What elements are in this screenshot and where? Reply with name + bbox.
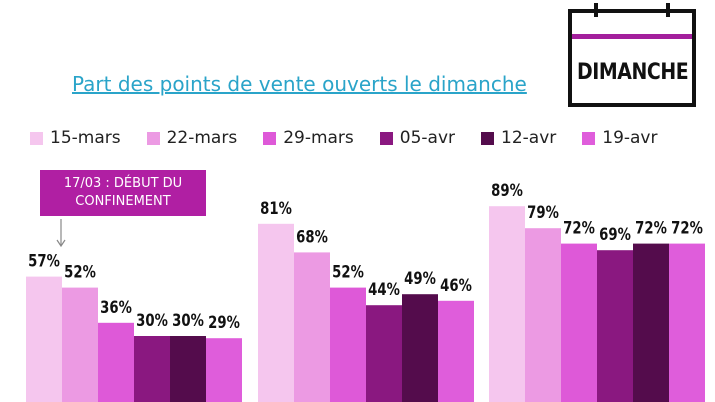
legend-label: 15-mars: [50, 128, 121, 148]
bar: [134, 336, 170, 402]
bar: [170, 336, 206, 402]
legend-item: 12-avr: [481, 128, 556, 148]
bar: [438, 300, 474, 402]
bar-value-label: 29%: [208, 313, 240, 333]
bar-value-label: 44%: [368, 280, 400, 300]
bar-value-label: 30%: [136, 310, 168, 330]
bar: [489, 206, 525, 402]
bar: [330, 287, 366, 402]
bar: [402, 294, 438, 402]
callout-line-1: 17/03 : DÉBUT DU: [63, 176, 183, 191]
legend-swatch: [481, 131, 495, 145]
legend-swatch: [263, 131, 277, 145]
chart-legend: 15-mars 22-mars 29-mars 05-avr 12-avr 19-avr: [30, 128, 683, 148]
bar-value-label: 52%: [64, 262, 96, 282]
bar: [26, 276, 62, 402]
bar: [633, 243, 669, 402]
dimanche-badge: DIMANCHE: [568, 3, 696, 107]
callout-line-2: CONFINEMENT: [75, 194, 171, 209]
bar: [258, 223, 294, 402]
bar-value-label: 49%: [404, 269, 436, 289]
bar-value-label: 68%: [296, 227, 328, 247]
legend-item: 29-mars: [263, 128, 354, 148]
chart-title[interactable]: Part des points de vente ouverts le dima…: [72, 72, 527, 96]
badge-label: DIMANCHE: [576, 60, 689, 85]
bar-value-label: 72%: [671, 218, 703, 238]
bar: [669, 243, 705, 402]
bar-value-label: 30%: [172, 310, 204, 330]
legend-item: 19-avr: [582, 128, 657, 148]
legend-label: 19-avr: [602, 128, 658, 148]
legend-swatch: [30, 131, 43, 145]
bar: [597, 250, 633, 402]
bar-value-label: 69%: [599, 225, 631, 245]
legend-swatch: [582, 131, 596, 145]
legend-item: 22-mars: [146, 128, 238, 148]
bar: [561, 243, 597, 402]
legend-item: 15-mars: [30, 128, 121, 148]
bar: [294, 252, 330, 402]
bar-value-label: 36%: [100, 297, 132, 317]
bar-value-label: 81%: [260, 198, 292, 218]
bar-value-label: 79%: [527, 203, 559, 223]
calendar-icon: [568, 3, 696, 107]
bar-value-label: 57%: [28, 251, 60, 271]
bar: [62, 287, 98, 402]
bar-value-label: 72%: [563, 218, 595, 238]
bar-value-label: 72%: [635, 218, 667, 238]
legend-swatch: [379, 131, 393, 145]
legend-label: 29-mars: [283, 128, 354, 148]
legend-label: 12-avr: [501, 128, 557, 148]
legend-item: 05-avr: [379, 128, 456, 148]
legend-label: 22-mars: [166, 128, 238, 148]
legend-label: 05-avr: [399, 128, 456, 148]
bar: [206, 338, 242, 402]
bar-value-label: 46%: [440, 275, 472, 295]
legend-swatch: [146, 131, 160, 145]
bar: [366, 305, 402, 402]
confinement-callout: 17/03 : DÉBUT DU CONFINEMENT: [40, 170, 206, 216]
bar: [525, 228, 561, 402]
bar-value-label: 52%: [332, 262, 364, 282]
bar-value-label: 89%: [491, 181, 523, 201]
bar: [98, 322, 134, 402]
arrow-head-icon: [56, 239, 66, 248]
